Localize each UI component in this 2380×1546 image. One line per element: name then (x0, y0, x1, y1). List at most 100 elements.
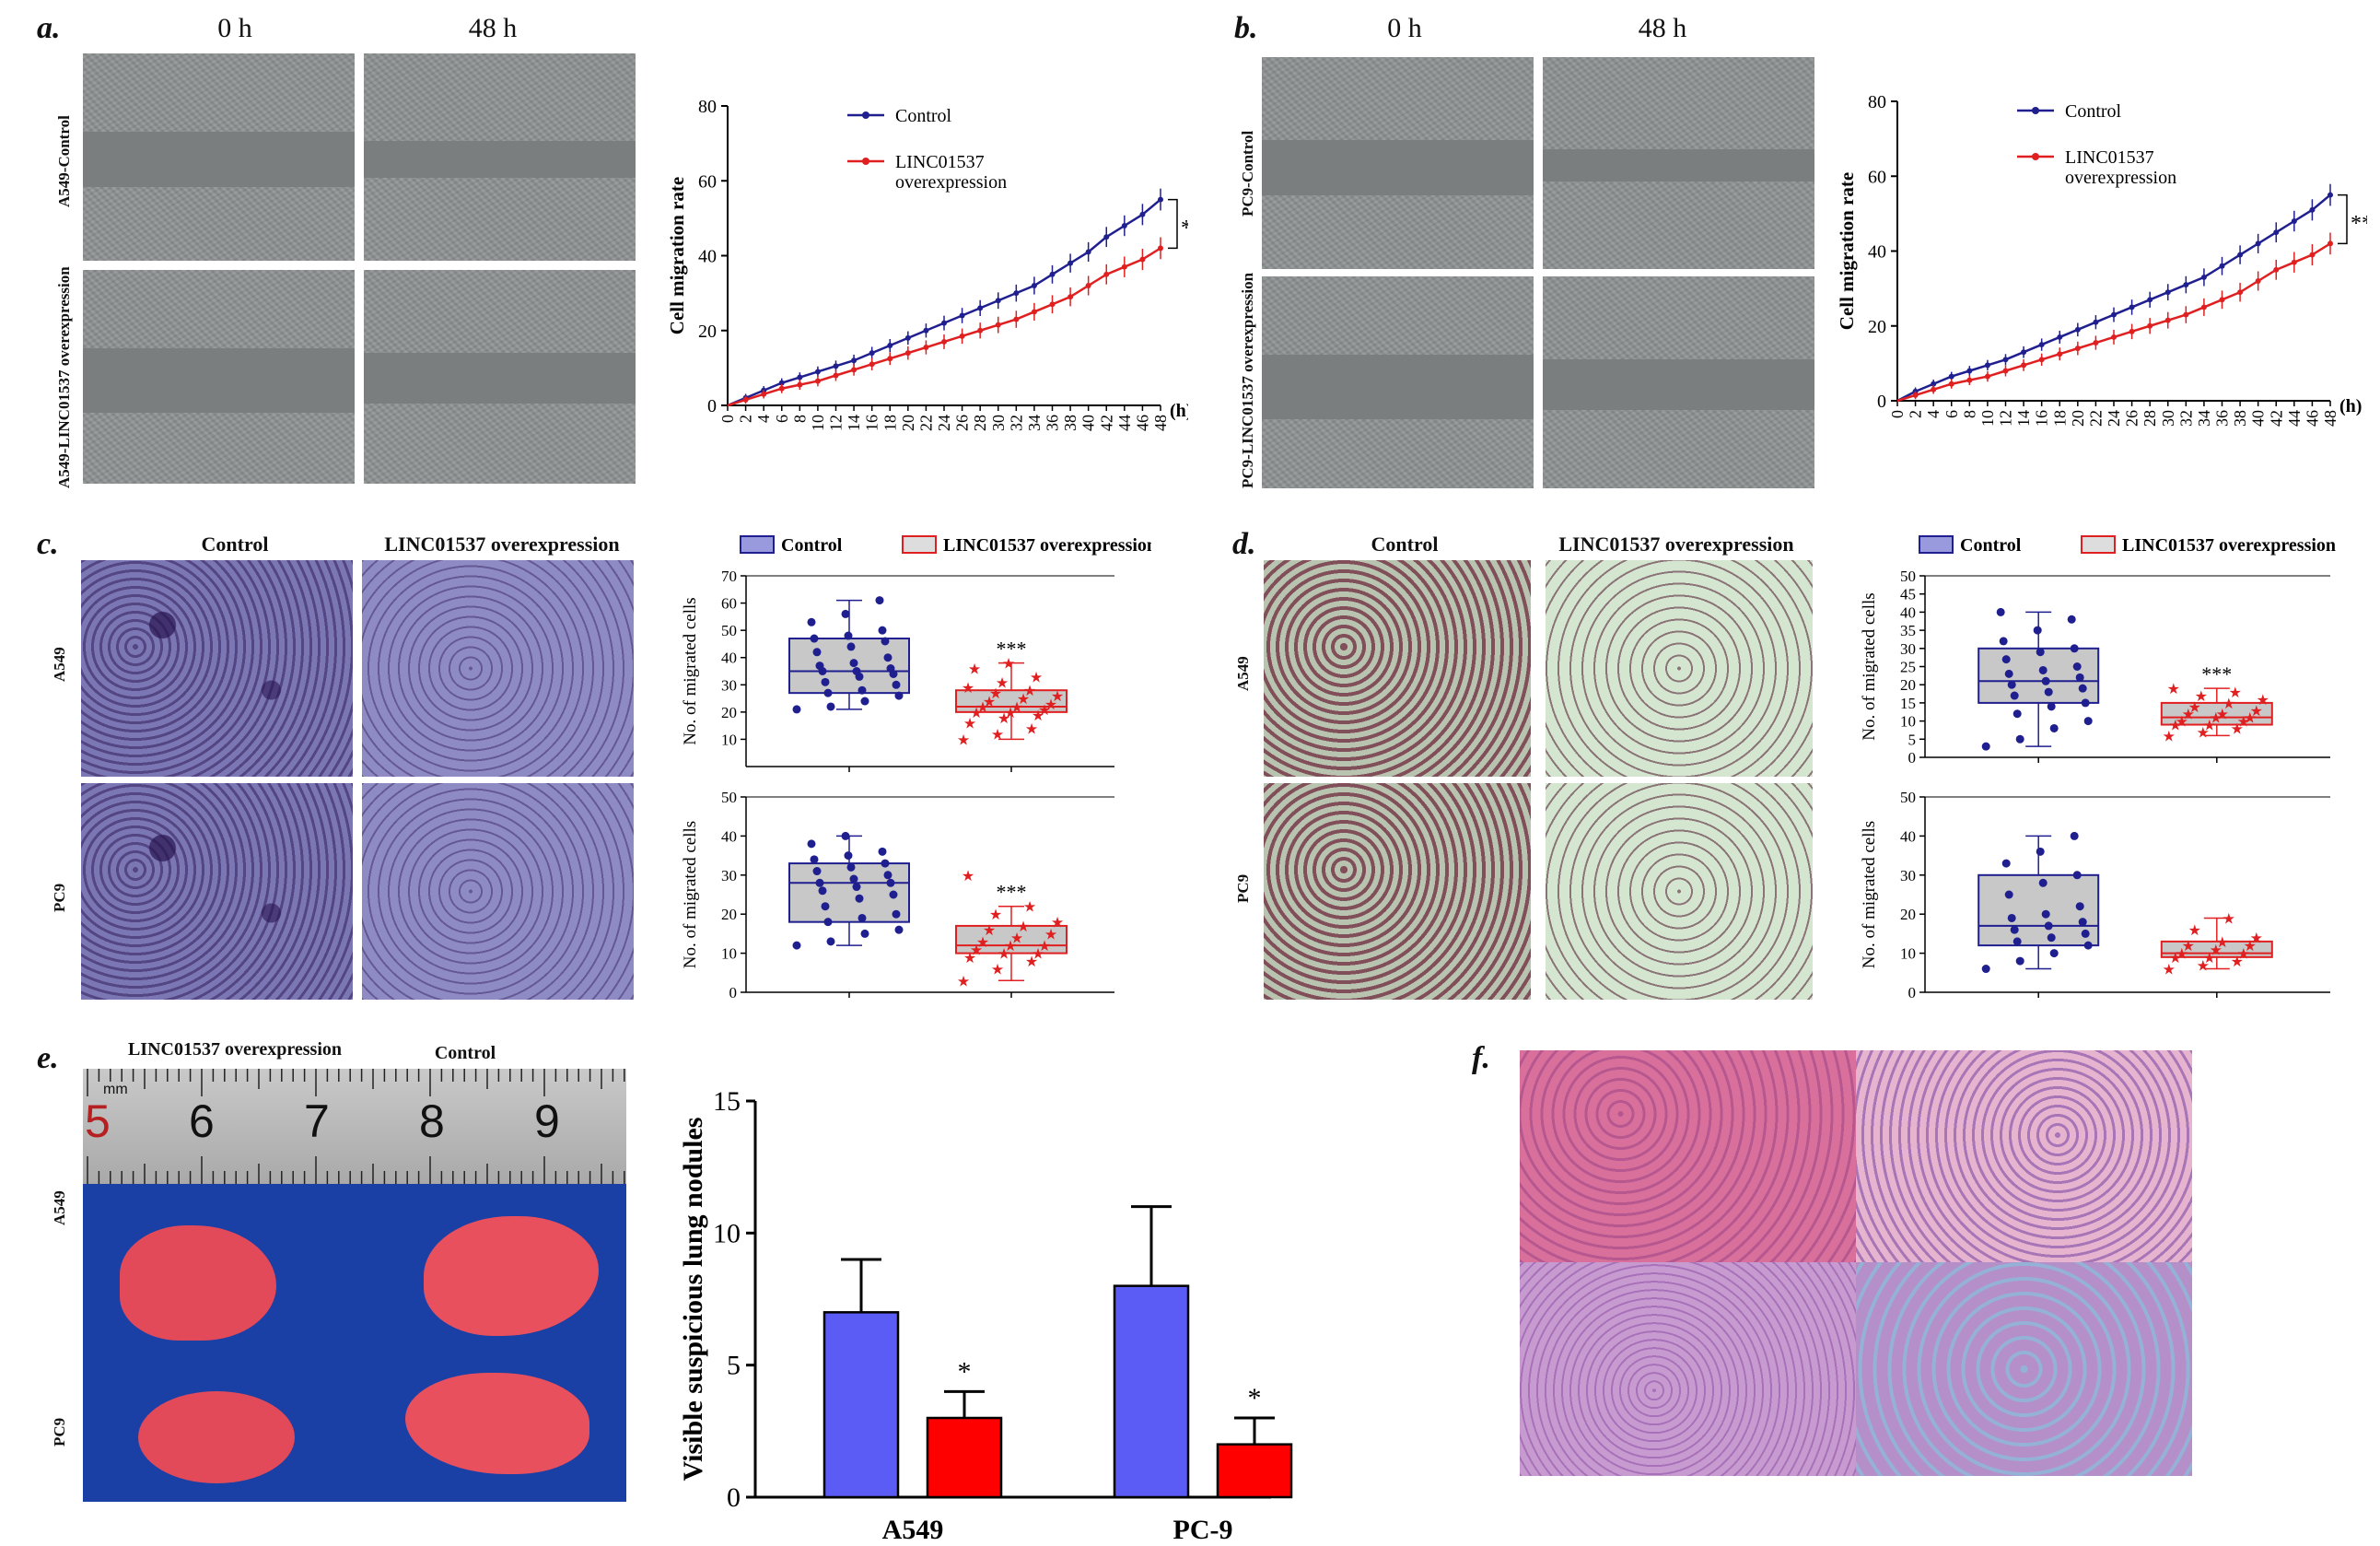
data-point (878, 626, 887, 635)
data-point (995, 322, 1001, 328)
y-tick-label: 10 (1900, 945, 1916, 963)
lung-a549-oe (120, 1225, 276, 1341)
data-point (792, 705, 801, 714)
x-tick-label: 2 (1907, 410, 1925, 418)
x-tick-label: 10 (809, 415, 827, 431)
data-point: ★ (1044, 927, 1057, 943)
data-point: ★ (1030, 670, 1043, 685)
data-point: ★ (1010, 700, 1023, 716)
data-point: ★ (2237, 947, 2250, 963)
x-tick-label: 16 (863, 415, 881, 431)
x-tick-label: 14 (2014, 410, 2033, 427)
data-point (2164, 289, 2171, 296)
y-tick-label: 60 (698, 171, 717, 192)
y-axis-label: Cell migration rate (666, 177, 688, 334)
data-point (778, 380, 785, 386)
x-tick-label: 30 (2159, 410, 2177, 427)
data-point (2200, 274, 2207, 280)
data-point (1158, 196, 1163, 203)
data-point (860, 929, 869, 938)
y-tick-label: 0 (1908, 984, 1917, 1001)
data-point (1031, 283, 1037, 288)
data-point (2147, 322, 2153, 329)
y-tick-label: 0 (729, 984, 738, 1001)
series-line-0 (1896, 193, 2331, 403)
data-point (814, 378, 821, 384)
data-point: ★ (2197, 725, 2210, 741)
data-point: ★ (2176, 947, 2188, 963)
ruler-number-7: 7 (304, 1095, 330, 1147)
panel-c-col-overexpression: LINC01537 overexpression (384, 533, 620, 556)
data-point (2078, 684, 2087, 693)
panel-e-row-a549: A549 (51, 1190, 68, 1225)
x-tick-label: 32 (1007, 415, 1025, 431)
y-tick-label: 20 (1900, 676, 1916, 694)
data-point (2219, 297, 2225, 303)
data-point: ★ (983, 695, 996, 710)
x-tick-label: 42 (2267, 410, 2285, 427)
panel-e-row-pc9: PC9 (51, 1417, 68, 1446)
legend-entry-overexpression: LINC01537 overexpression (2122, 535, 2336, 556)
y-tick-label: 60 (721, 595, 737, 613)
data-point (886, 878, 895, 887)
data-point (2049, 949, 2059, 958)
panel-d-photo-pc9-control (1264, 783, 1531, 1000)
data-point (2001, 655, 2011, 664)
x-tick-label: 28 (971, 415, 989, 431)
significance-annotation: *** (2351, 212, 2367, 236)
data-point (889, 890, 898, 899)
panel-b-label: b. (1234, 11, 1258, 45)
x-tick-label: 40 (2249, 410, 2268, 427)
box (1978, 873, 2100, 947)
data-point (2129, 304, 2135, 310)
x-tick-label: 26 (953, 415, 972, 431)
data-point (875, 596, 884, 605)
legend-entry-overexpression: LINC01537 overexpression (943, 535, 1151, 556)
x-tick-label: A549 (882, 1515, 944, 1543)
data-point (815, 878, 824, 887)
y-axis-label: No. of migrated cells (1860, 821, 1879, 968)
data-point (860, 697, 869, 706)
y-tick-label: 30 (721, 867, 737, 884)
y-tick-label: 40 (1868, 242, 1886, 263)
data-point (2081, 929, 2090, 938)
data-point (2041, 676, 2050, 685)
data-point (883, 653, 892, 662)
data-point (797, 374, 803, 381)
data-point (2183, 311, 2189, 318)
y-tick-label: 20 (721, 906, 737, 923)
data-point (1948, 373, 1954, 380)
data-point (2093, 319, 2099, 325)
y-tick-label: 10 (721, 945, 737, 963)
x-tick-label: 44 (1115, 415, 1134, 431)
x-tick-label: 48 (1151, 415, 1170, 431)
data-point: ★ (998, 947, 1010, 963)
significance-annotation: * (958, 1356, 972, 1387)
data-point (858, 685, 867, 695)
data-point: ★ (2188, 923, 2201, 939)
x-tick-label: 6 (773, 415, 791, 423)
ruler-number-8: 8 (419, 1095, 445, 1147)
data-point: ★ (2244, 711, 2257, 727)
panel-f-he-photo-3 (1520, 1262, 1856, 1476)
y-tick-label: 5 (727, 1351, 741, 1381)
data-point: ★ (989, 908, 1002, 923)
x-tick-label: PC-9 (1173, 1515, 1233, 1543)
panel-b-photo-control-48h (1543, 57, 1814, 269)
data-point (923, 327, 929, 334)
data-point (844, 631, 853, 640)
series-line-1 (1896, 242, 2331, 403)
panel-f-he-photo-2 (1856, 1050, 2192, 1262)
data-point (977, 305, 984, 311)
data-point (995, 298, 1001, 304)
panel-d-row-pc9: PC9 (1234, 873, 1252, 903)
data-point: ★ (957, 732, 970, 748)
y-tick-label: 0 (1908, 749, 1917, 767)
data-point (1981, 742, 1990, 751)
data-point: ★ (1032, 947, 1044, 963)
data-point (2002, 357, 2009, 363)
y-tick-label: 60 (1868, 167, 1886, 187)
x-tick-label: 26 (2123, 410, 2141, 427)
significance-annotation: *** (997, 881, 1027, 904)
